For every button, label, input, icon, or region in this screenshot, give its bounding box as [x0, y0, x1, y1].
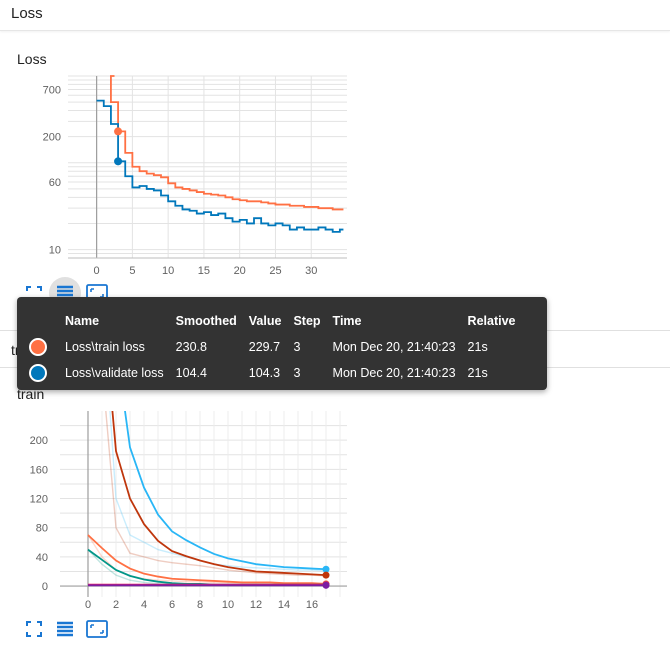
fit-domain-icon[interactable] — [25, 285, 43, 303]
tooltip-time: Mon Dec 20, 21:40:23 — [332, 340, 456, 354]
x-tick-label: 0 — [85, 599, 91, 611]
hover-point-validate — [114, 157, 123, 166]
tooltip-col-value: Value — [248, 314, 282, 328]
series-end-point — [322, 581, 330, 589]
tooltip-name: Loss\train loss — [65, 340, 145, 354]
train-chart-title: train — [17, 386, 45, 402]
hover-point-train — [114, 127, 123, 136]
series-line-validate-loss — [96, 99, 344, 233]
fit-domain-icon[interactable] — [25, 620, 43, 638]
series-line-train-loss — [110, 75, 344, 211]
x-tick-label: 6 — [169, 599, 175, 611]
series-raw-line — [109, 411, 327, 572]
x-tick-label: 12 — [250, 599, 262, 611]
x-tick-label: 25 — [269, 265, 281, 277]
tooltip-value: 229.7 — [248, 340, 281, 354]
x-tick-label: 8 — [197, 599, 203, 611]
tooltip-smoothed: 230.8 — [175, 340, 207, 354]
series-swatch-train — [29, 338, 47, 356]
y-tick-label: 60 — [49, 177, 61, 189]
grid — [68, 75, 347, 259]
tooltip-col-relative: Relative — [467, 314, 516, 328]
tooltip-relative: 21s — [467, 366, 488, 380]
y-tick-label: 40 — [36, 552, 48, 564]
data-tooltip: Name Smoothed Value Step Time Relative L… — [17, 297, 547, 390]
series-raw-line — [105, 411, 327, 577]
y-tick-label: 80 — [36, 523, 48, 535]
x-tick-label: 5 — [129, 265, 135, 277]
tooltip-table: Name Smoothed Value Step Time Relative L… — [23, 311, 522, 386]
tooltip-col-swatch — [23, 311, 59, 334]
y-tick-label: 160 — [30, 464, 48, 476]
x-tick-label: 16 — [306, 599, 318, 611]
tooltip-col-time: Time — [332, 314, 362, 328]
tooltip-time: Mon Dec 20, 21:40:23 — [332, 366, 456, 380]
x-tick-label: 2 — [113, 599, 119, 611]
tooltip-step: 3 — [293, 366, 301, 380]
series-swatch-validate — [29, 364, 47, 382]
plot-area — [87, 411, 327, 587]
tooltip-name: Loss\validate loss — [65, 366, 164, 380]
x-tick-label: 10 — [162, 265, 174, 277]
tooltip-step: 3 — [293, 340, 301, 354]
tooltip-value: 104.3 — [248, 366, 281, 380]
tooltip-col-step: Step — [293, 314, 321, 328]
grid — [60, 411, 347, 597]
section-header-loss[interactable]: Loss — [0, 0, 670, 31]
tooltip-row: Loss\validate loss 104.4 104.3 3 Mon Dec… — [23, 360, 522, 386]
expand-icon[interactable] — [86, 620, 108, 638]
y-tick-label: 200 — [43, 132, 61, 144]
tooltip-col-name: Name — [65, 314, 100, 328]
series-end-point — [322, 565, 330, 573]
x-tick-label: 10 — [222, 599, 234, 611]
tooltip-row: Loss\train loss 230.8 229.7 3 Mon Dec 20… — [23, 334, 522, 360]
x-tick-label: 14 — [278, 599, 290, 611]
series-end-point — [322, 571, 330, 579]
x-tick-label: 4 — [141, 599, 147, 611]
x-tick-label: 0 — [94, 265, 100, 277]
toggle-log-scale-icon[interactable] — [56, 284, 74, 302]
toggle-log-scale-icon[interactable] — [56, 620, 74, 638]
y-tick-label: 700 — [43, 84, 61, 96]
tooltip-relative: 21s — [467, 340, 488, 354]
loss-chart[interactable]: 0 5 10 15 20 25 30 10 60 200 700 — [0, 70, 360, 280]
y-tick-label: 10 — [49, 245, 61, 257]
y-tick-label: 120 — [30, 494, 48, 506]
x-tick-label: 30 — [305, 265, 317, 277]
series-smoothed-line — [87, 534, 327, 585]
y-tick-label: 200 — [30, 435, 48, 447]
x-tick-label: 20 — [234, 265, 246, 277]
tooltip-smoothed: 104.4 — [175, 366, 207, 380]
loss-chart-title: Loss — [17, 51, 47, 67]
y-tick-label: 0 — [42, 581, 48, 593]
section-title: Loss — [11, 5, 43, 22]
series-smoothed-line — [124, 411, 327, 571]
x-tick-label: 15 — [198, 265, 210, 277]
tooltip-col-smoothed: Smoothed — [175, 314, 237, 328]
series-smoothed-line — [111, 411, 327, 577]
